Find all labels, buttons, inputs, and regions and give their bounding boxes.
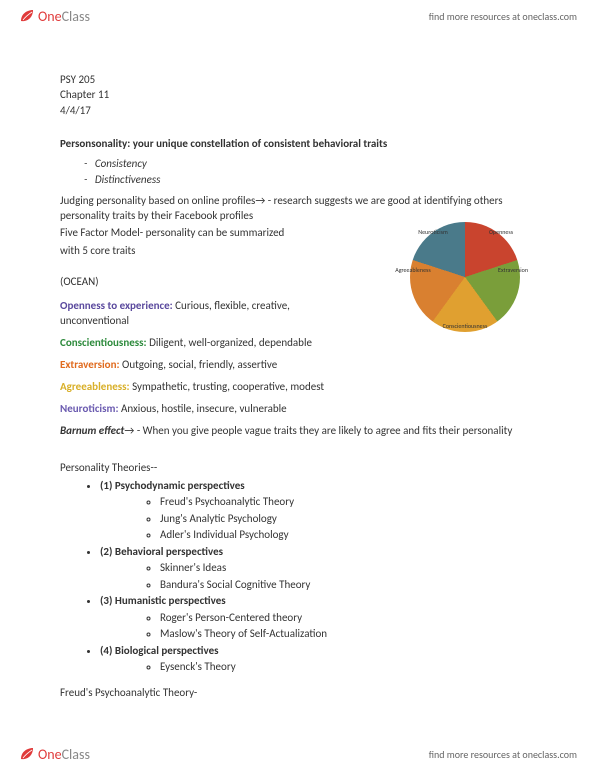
brand-text-footer: OneClass xyxy=(38,746,90,763)
ffm-line1: Five Factor Model- personality can be su… xyxy=(60,225,320,240)
brand-logo: OneClass xyxy=(18,7,90,25)
header-bar: OneClass find more resources at oneclass… xyxy=(0,0,595,32)
theory-item: Eysenck's Theory xyxy=(160,659,535,676)
theory-item: Roger's Person-Centered theory xyxy=(160,610,535,627)
barnum-effect: Barnum effect→ - When you give people va… xyxy=(60,423,535,438)
ocean-conscientiousness: Conscientiousness: Diligent, well-organi… xyxy=(60,335,320,351)
ocean-openness: Openness to experience: Curious, flexibl… xyxy=(60,298,320,330)
theory-group: (2) Behavioral perspectives Skinner's Id… xyxy=(100,544,535,594)
definition-term: Personsonality: xyxy=(60,137,130,150)
theory-group: (1) Psychodynamic perspectives Freud's P… xyxy=(100,478,535,544)
theory-group: (4) Biological perspectives Eysenck's Th… xyxy=(100,643,535,676)
theory-item: Maslow's Theory of Self-Actualization xyxy=(160,626,535,643)
ocean-pie-chart: Neuroticism Openness Extraversion Consci… xyxy=(390,222,540,332)
pie-slice-label: Conscientiousness xyxy=(440,322,490,330)
trait-dash-list: Consistency Distinctiveness xyxy=(84,156,535,189)
definition-line: Personsonality: your unique constellatio… xyxy=(60,136,535,151)
barnum-term: Barnum effect xyxy=(60,424,124,437)
judging-paragraph: Judging personality based on online prof… xyxy=(60,193,535,224)
leaf-icon xyxy=(18,745,36,763)
dash-item: Distinctiveness xyxy=(84,172,535,189)
dash-item: Consistency xyxy=(84,156,535,173)
resources-link-bottom[interactable]: find more resources at oneclass.com xyxy=(429,748,577,761)
leaf-icon xyxy=(18,7,36,25)
document-body: PSY 205 Chapter 11 4/4/17 Personsonality… xyxy=(0,32,595,709)
chapter-label: Chapter 11 xyxy=(60,87,535,102)
resources-link-top[interactable]: find more resources at oneclass.com xyxy=(429,10,577,23)
brand-text: OneClass xyxy=(38,8,90,25)
brand-logo-footer: OneClass xyxy=(18,745,90,763)
ocean-agreeableness: Agreeableness: Sympathetic, trusting, co… xyxy=(60,379,535,395)
theory-item: Adler's Individual Psychology xyxy=(160,527,535,544)
pie-slice-label: Extraversion xyxy=(488,266,538,274)
ocean-extraversion: Extraversion: Outgoing, social, friendly… xyxy=(60,357,535,373)
pie-slice-label: Agreeableness xyxy=(388,266,438,274)
pie-graphic: Neuroticism Openness Extraversion Consci… xyxy=(410,222,520,332)
doc-meta: PSY 205 Chapter 11 4/4/17 xyxy=(60,72,535,118)
pie-slice-label: Openness xyxy=(476,228,526,236)
theory-item: Freud's Psychoanalytic Theory xyxy=(160,494,535,511)
ffm-line2: with 5 core traits xyxy=(60,243,320,258)
theory-item: Bandura's Social Cognitive Theory xyxy=(160,577,535,594)
barnum-text: → - When you give people vague traits th… xyxy=(124,424,512,437)
ocean-neuroticism: Neuroticism: Anxious, hostile, insecure,… xyxy=(60,401,535,417)
theories-heading: Personality Theories-- xyxy=(60,461,535,474)
freud-heading: Freud's Psychoanalytic Theory- xyxy=(60,686,535,699)
course-code: PSY 205 xyxy=(60,72,535,87)
footer-bar: OneClass find more resources at oneclass… xyxy=(0,738,595,770)
theory-group: (3) Humanistic perspectives Roger's Pers… xyxy=(100,593,535,643)
doc-date: 4/4/17 xyxy=(60,103,535,118)
theory-item: Jung's Analytic Psychology xyxy=(160,511,535,528)
theory-item: Skinner's Ideas xyxy=(160,560,535,577)
theories-section: Personality Theories-- (1) Psychodynamic… xyxy=(60,461,535,676)
pie-slice-label: Neuroticism xyxy=(408,228,458,236)
definition-text: your unique constellation of consistent … xyxy=(130,137,387,150)
theories-outer-list: (1) Psychodynamic perspectives Freud's P… xyxy=(100,478,535,676)
